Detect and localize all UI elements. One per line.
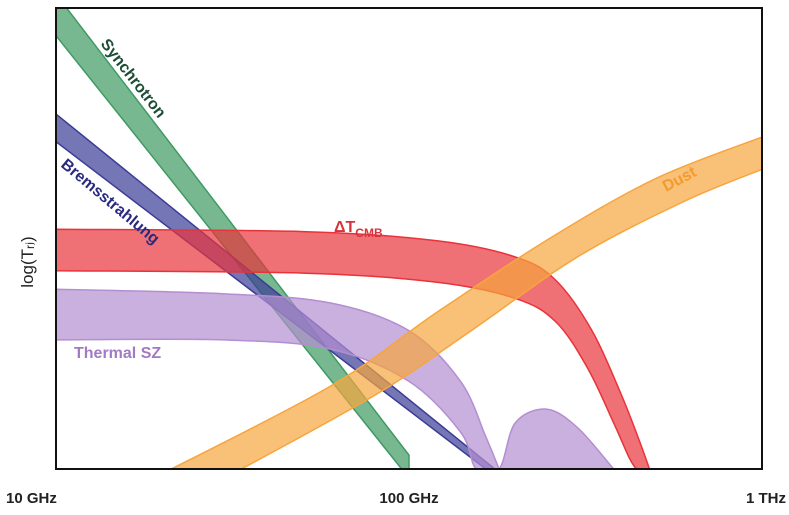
band-thermal-sz — [56, 288, 615, 469]
band-label-t-cmb: ΔTCMB — [334, 219, 383, 240]
band-label-thermal-sz: Thermal SZ — [74, 345, 161, 362]
x-tick-label: 1 THz — [746, 490, 786, 507]
band-layer — [56, 8, 762, 469]
y-axis-label: log(Tᵣⱼ) — [18, 236, 37, 287]
x-tick-labels: 10 GHz 100 GHz 1 THz — [6, 490, 786, 507]
x-tick-label: 100 GHz — [379, 490, 438, 507]
plot-frame — [55, 7, 763, 470]
x-tick-label: 10 GHz — [6, 490, 57, 507]
